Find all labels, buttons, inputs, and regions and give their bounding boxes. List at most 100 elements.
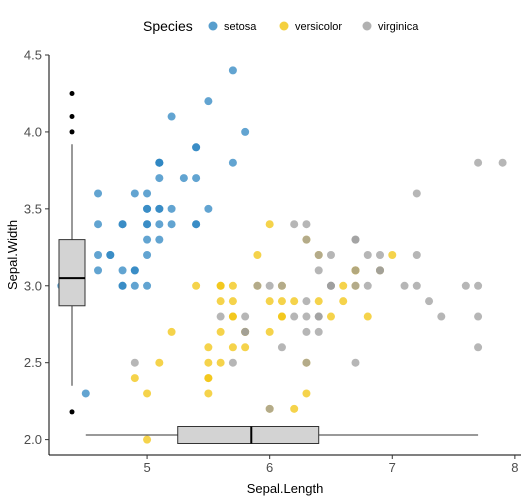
point-setosa-18 xyxy=(228,158,237,167)
point-virginica-44 xyxy=(351,235,360,244)
point-setosa-4 xyxy=(143,189,152,198)
point-setosa-22 xyxy=(94,189,103,198)
point-virginica-47 xyxy=(326,281,335,290)
point-setosa-47 xyxy=(94,251,103,259)
point-setosa-36 xyxy=(204,204,213,213)
point-setosa-28 xyxy=(167,220,176,229)
point-setosa-15 xyxy=(228,66,237,75)
point-virginica-12 xyxy=(363,281,372,290)
point-setosa-39 xyxy=(155,220,164,229)
y-boxplot-outlier-0 xyxy=(69,90,75,96)
point-virginica-21 xyxy=(216,312,225,321)
point-setosa-17 xyxy=(155,204,164,213)
point-versicolor-40 xyxy=(204,343,213,352)
point-setosa-16 xyxy=(192,143,201,152)
point-virginica-26 xyxy=(290,312,299,321)
x-boxplot-box xyxy=(177,426,320,444)
legend-label-versicolor: versicolor xyxy=(295,21,342,33)
point-versicolor-39 xyxy=(204,358,213,367)
point-virginica-38 xyxy=(265,281,274,290)
legend-key-virginica xyxy=(362,21,372,31)
point-versicolor-33 xyxy=(265,327,274,336)
point-setosa-41 xyxy=(81,389,90,398)
x-tick-label-8: 8 xyxy=(511,460,518,475)
legend: Species setosa versicolor virginica xyxy=(143,18,419,34)
point-setosa-21 xyxy=(155,174,164,183)
point-versicolor-8 xyxy=(339,297,348,306)
point-virginica-30 xyxy=(437,312,446,321)
point-virginica-8 xyxy=(351,358,360,367)
point-virginica-15 xyxy=(314,251,323,259)
point-versicolor-3 xyxy=(204,389,213,398)
point-setosa-1 xyxy=(130,281,139,290)
point-virginica-19 xyxy=(265,404,274,413)
y-tick-label-5: 4.5 xyxy=(24,48,42,63)
point-versicolor-9 xyxy=(167,327,176,336)
point-virginica-34 xyxy=(277,343,286,352)
point-virginica-45 xyxy=(351,281,360,290)
point-virginica-36 xyxy=(302,220,311,229)
point-versicolor-42 xyxy=(241,343,250,352)
point-setosa-43 xyxy=(143,204,152,213)
point-setosa-29 xyxy=(106,251,115,259)
point-setosa-30 xyxy=(118,266,127,275)
point-virginica-11 xyxy=(314,327,323,336)
point-virginica-32 xyxy=(314,312,323,321)
legend-title: Species xyxy=(143,18,193,34)
point-versicolor-19 xyxy=(216,358,225,367)
point-setosa-24 xyxy=(118,220,127,229)
point-versicolor-35 xyxy=(265,220,274,229)
y-boxplot-outlier-3 xyxy=(69,409,75,415)
point-versicolor-43 xyxy=(143,389,152,398)
point-virginica-13 xyxy=(228,358,237,367)
point-setosa-32 xyxy=(167,112,176,121)
point-versicolor-25 xyxy=(339,281,348,290)
point-virginica-2 xyxy=(400,281,409,290)
point-virginica-31 xyxy=(498,158,507,167)
point-versicolor-47 xyxy=(290,297,299,306)
point-setosa-34 xyxy=(130,266,139,275)
y-tick-label-2: 3.0 xyxy=(24,278,42,293)
point-setosa-10 xyxy=(192,174,201,183)
x-axis-title: Sepal.Length xyxy=(247,481,324,496)
y-boxplot-outlier-2 xyxy=(69,129,75,135)
legend-label-virginica: virginica xyxy=(378,21,419,33)
point-versicolor-37 xyxy=(302,389,311,398)
point-setosa-3 xyxy=(94,266,103,275)
point-versicolor-28 xyxy=(265,297,274,306)
point-virginica-14 xyxy=(241,312,250,321)
point-virginica-48 xyxy=(290,220,299,229)
point-virginica-5 xyxy=(461,281,470,290)
legend-key-setosa xyxy=(208,21,218,31)
point-versicolor-44 xyxy=(216,327,225,336)
point-versicolor-31 xyxy=(204,374,213,383)
point-virginica-23 xyxy=(302,327,311,336)
point-versicolor-26 xyxy=(363,312,372,321)
point-virginica-46 xyxy=(302,358,311,367)
point-versicolor-0 xyxy=(388,251,397,259)
point-versicolor-13 xyxy=(277,297,286,306)
point-versicolor-18 xyxy=(290,404,299,413)
point-setosa-33 xyxy=(204,97,213,106)
point-virginica-25 xyxy=(412,251,421,259)
point-versicolor-10 xyxy=(143,435,152,444)
point-setosa-46 xyxy=(155,158,164,167)
y-boxplot-box xyxy=(58,239,86,307)
point-virginica-3 xyxy=(302,297,311,306)
point-virginica-42 xyxy=(241,327,250,336)
point-virginica-49 xyxy=(253,281,262,290)
plot-area xyxy=(57,66,507,444)
point-versicolor-45 xyxy=(228,281,237,290)
point-setosa-31 xyxy=(192,220,201,229)
point-virginica-20 xyxy=(376,251,385,259)
point-setosa-27 xyxy=(167,204,176,213)
point-virginica-17 xyxy=(474,158,483,167)
point-setosa-26 xyxy=(143,220,152,229)
point-virginica-27 xyxy=(277,281,286,290)
x-tick-label-5: 5 xyxy=(143,460,150,475)
point-setosa-45 xyxy=(118,281,127,290)
point-versicolor-7 xyxy=(130,374,139,383)
point-virginica-33 xyxy=(302,312,311,321)
axes: Sepal.Length Sepal.Width 5 6 7 8 2.0 2.5 3.0 3.… xyxy=(5,48,521,496)
